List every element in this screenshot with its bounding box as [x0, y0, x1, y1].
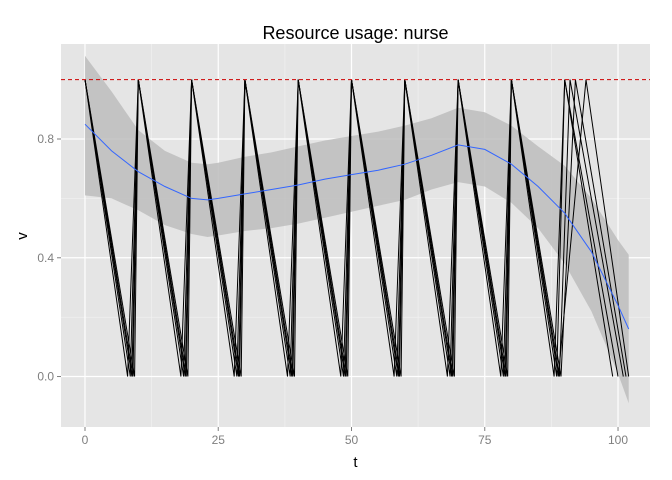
- confidence-band: [85, 55, 629, 404]
- x-axis-title: t: [353, 454, 358, 471]
- y-tick-label: 0.8: [37, 132, 54, 146]
- smooth-line: [84, 123, 630, 330]
- x-tick-label: 0: [82, 433, 89, 447]
- y-tick-label: 0.4: [37, 251, 54, 265]
- x-tick-label: 75: [478, 433, 492, 447]
- x-tick-label: 100: [608, 433, 628, 447]
- series-line: [84, 79, 630, 377]
- y-axis: 0.0 0.4 0.8: [37, 132, 61, 384]
- smooth-line-layer: [84, 123, 630, 330]
- confidence-band-layer: [85, 55, 629, 404]
- series-layer: [84, 79, 630, 377]
- x-tick-label: 50: [345, 433, 359, 447]
- y-tick-label: 0.0: [37, 370, 54, 384]
- y-axis-title: v: [14, 232, 31, 240]
- x-tick-label: 25: [212, 433, 226, 447]
- chart-title: Resource usage: nurse: [262, 23, 448, 43]
- x-axis: 0 25 50 75 100: [82, 427, 628, 447]
